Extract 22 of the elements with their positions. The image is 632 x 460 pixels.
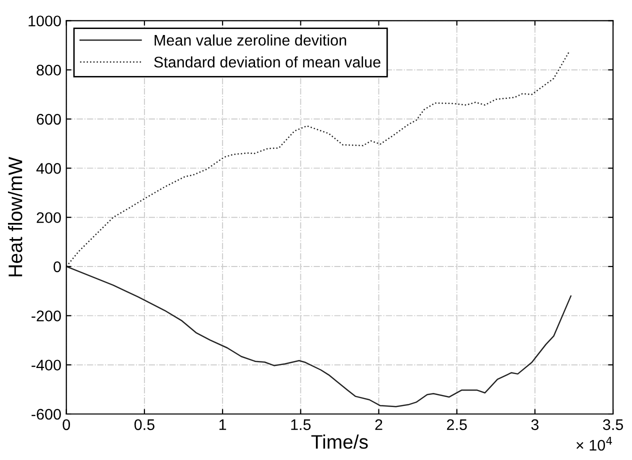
y-tick-label: -400 — [32, 360, 61, 371]
x-axis-title: Time/s — [311, 434, 368, 449]
x-tick-label: 0.5 — [134, 419, 154, 430]
y-tick-label: 400 — [36, 163, 61, 174]
y-axis-title: Heat flow/mW — [8, 156, 22, 276]
x-tick-label: 0 — [62, 419, 70, 430]
x-tick-label: 1.5 — [291, 419, 311, 430]
y-tick-label: 800 — [36, 64, 61, 76]
x-tick-label: 3.5 — [603, 419, 624, 430]
legend-label: Standard deviation of mean value — [154, 56, 380, 68]
x-tick-label: 3 — [531, 419, 539, 430]
y-tick-label: -200 — [32, 310, 61, 322]
y-tick-label: -600 — [32, 408, 61, 420]
x-tick-label: 1 — [219, 419, 226, 430]
y-tick-label: 600 — [36, 114, 61, 125]
text: × 10$^{4}$ — [576, 436, 612, 451]
y-tick-label: 0 — [54, 261, 61, 272]
x-tick-label: 2.5 — [446, 419, 467, 430]
y-tick-label: 200 — [36, 212, 61, 224]
x-tick-label: 2 — [375, 419, 382, 430]
y-tick-label: 1000 — [28, 16, 61, 26]
legend-label: Mean value zeroline devition — [154, 34, 346, 46]
